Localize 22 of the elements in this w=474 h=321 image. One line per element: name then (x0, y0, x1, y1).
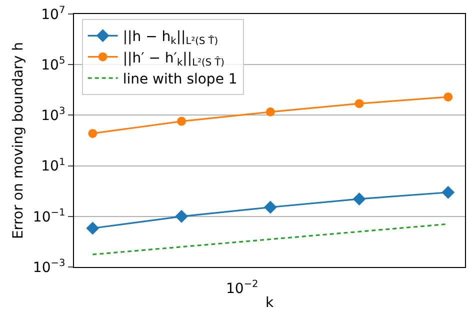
legend-label: line with slope 1 (122, 72, 238, 88)
x-axis-title: k (265, 295, 274, 312)
y-tick-label: 10$^{1}$ (41, 156, 66, 175)
legend-label: ||h′ − h′$_{k}$||$_{L²(S T̂)}$ (122, 50, 224, 68)
y-tick-label: 10$^{−3}$ (32, 258, 66, 276)
point (175, 210, 188, 223)
point (86, 222, 100, 235)
point (264, 200, 277, 214)
point (442, 186, 455, 199)
point (354, 99, 364, 108)
point (88, 128, 98, 138)
y-tick-label: 10$^{−1}$ (32, 207, 66, 226)
text: 10$^{−2}$ (226, 279, 258, 297)
y-tick-label: 10$^{3}$ (41, 106, 66, 124)
point (266, 107, 275, 116)
y-tick-label: 10$^{5}$ (41, 56, 66, 74)
legend-label: ||h − h$_{k}$||$_{L²(S T̂)}$ (122, 29, 218, 48)
y-axis-title: Error on moving boundary h (10, 42, 27, 240)
point (177, 116, 186, 126)
point (444, 92, 453, 102)
point (352, 192, 366, 206)
y-tick-label: 10$^{7}$ (41, 5, 66, 23)
